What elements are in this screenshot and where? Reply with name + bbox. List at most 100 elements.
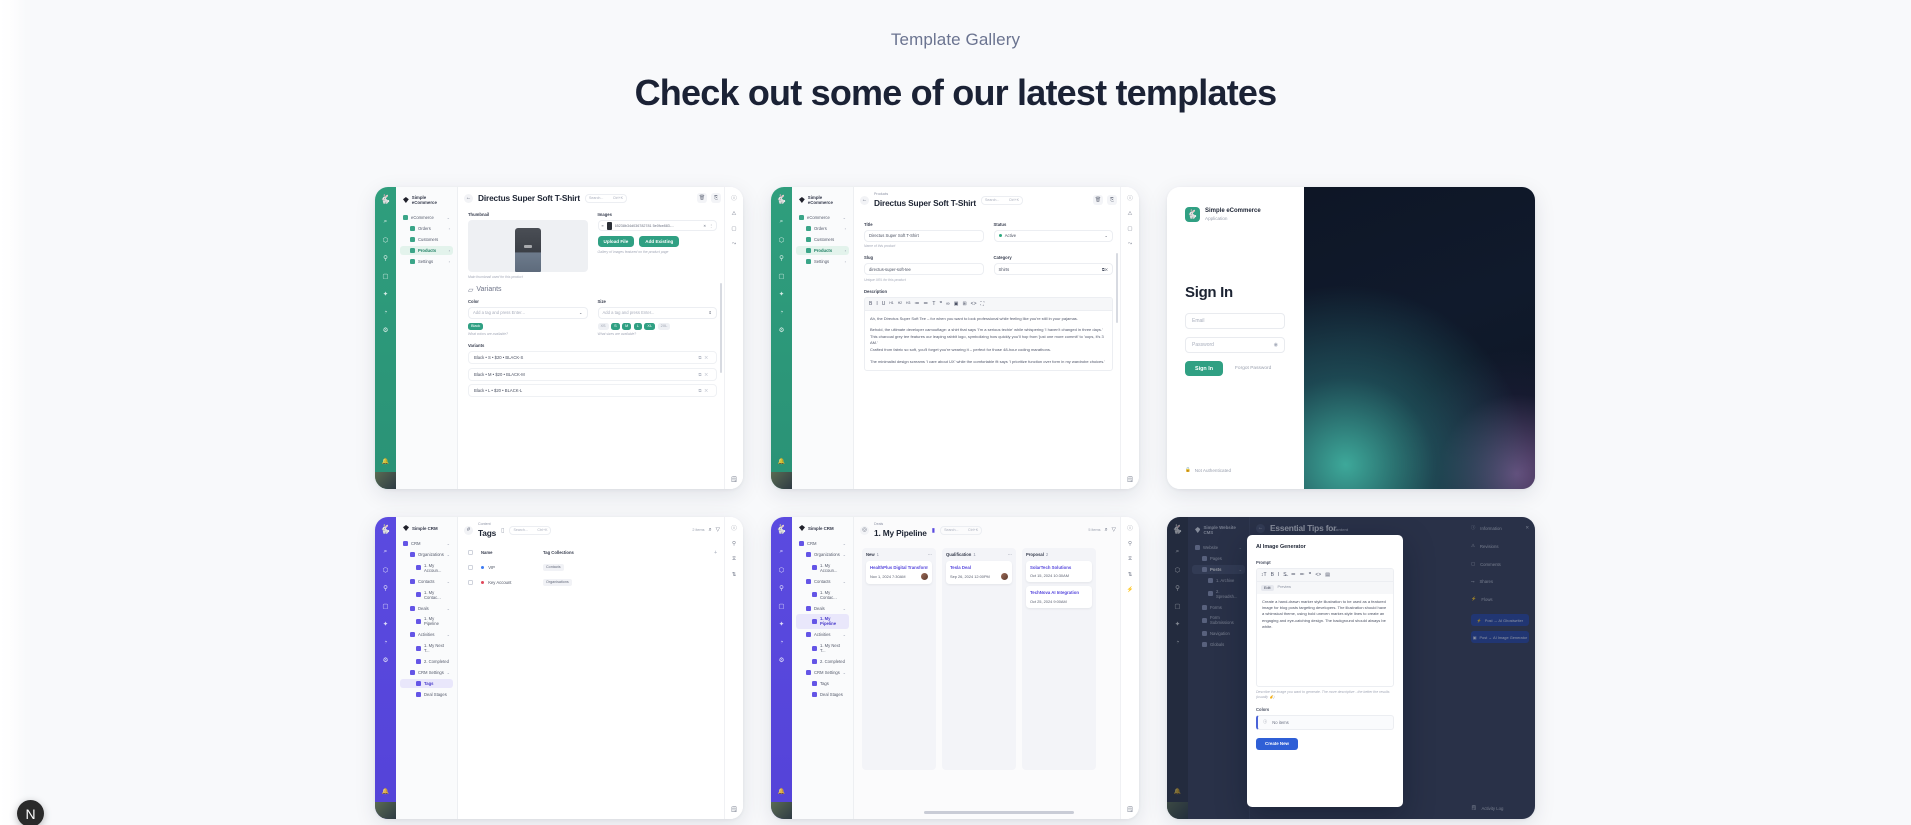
nav-item-deal-stages[interactable]: Deal Stages — [400, 690, 453, 699]
sort-icon[interactable]: ⇅ — [1127, 572, 1133, 578]
bullet-list-icon[interactable]: ≔ — [1290, 572, 1296, 578]
search-icon[interactable]: ⌕ — [779, 548, 784, 555]
clock-icon[interactable]: ◔ — [383, 638, 388, 646]
size-tag-2xl[interactable]: 2XL — [657, 322, 671, 330]
nav-item-website[interactable]: Website ⌄ — [1192, 543, 1245, 552]
nav-item-tags[interactable]: Tags — [400, 678, 453, 688]
colors-empty-state[interactable]: ⓘ No items — [1256, 714, 1394, 730]
sidebar-item-shares[interactable]: ⤳ Shares — [1471, 579, 1529, 584]
variant-row[interactable]: Black • M • $20 • BLACK-M ⧉✕ — [468, 367, 717, 381]
breadcrumb[interactable]: Products — [874, 192, 889, 196]
nav-item-crm-settings[interactable]: CRM Settings ⌄ — [796, 668, 849, 677]
flow-button-ghostwriter[interactable]: ⚡ Post → AI Ghostwriter — [1471, 614, 1529, 626]
nav-item-forms[interactable]: Forms — [1192, 602, 1245, 611]
users-icon[interactable]: ⚲ — [779, 585, 784, 592]
share-icon[interactable]: ⤳ — [1127, 241, 1133, 247]
file-icon[interactable]: ▢ — [1174, 603, 1181, 610]
users-icon[interactable]: ⚲ — [1175, 585, 1180, 592]
nav-item-activities[interactable]: Activities ⌄ — [400, 630, 453, 639]
color-tag-black[interactable]: Black — [468, 322, 484, 330]
fullscreen-icon[interactable]: ⛶ — [980, 300, 985, 307]
nav-item-my-accounts[interactable]: 1. My Accoun... — [400, 561, 453, 575]
category-actions-icon[interactable]: ⧉✕ — [1101, 266, 1108, 272]
expand-icon[interactable]: ⌄ — [578, 310, 583, 315]
nav-item-settings[interactable]: Settings › — [400, 257, 453, 266]
bookmark-icon[interactable]: ▮ — [931, 527, 936, 534]
description-editor[interactable]: B I U H1 H2 H3 ≔ ≕ T ❞ ∞ — [864, 296, 1113, 372]
revisions-icon[interactable]: ⚠ — [1127, 211, 1133, 217]
nav-item-completed[interactable]: 2. Completed — [400, 657, 453, 666]
forgot-password-link[interactable]: Forgot Password — [1235, 366, 1272, 371]
template-card-tags[interactable]: 🐇 ⌕ ⬡ ⚲ ▢ ✦ ◔ ⚙ 🔔 Simple CRM CRM — [375, 517, 743, 819]
file-icon[interactable]: ▢ — [382, 603, 389, 610]
size-tag-l[interactable]: L — [633, 322, 642, 330]
row-checkbox[interactable] — [468, 579, 473, 585]
nav-item-customers[interactable]: Customers — [400, 235, 453, 244]
more-icon[interactable]: ⋮ — [709, 223, 713, 228]
title-field[interactable]: Directus Super Soft T-Shirt — [864, 229, 984, 242]
bookmark-icon[interactable]: ⚲ — [1127, 541, 1133, 547]
activity-log-icon[interactable]: 🗒 — [730, 807, 738, 813]
size-tag-xl[interactable]: XL — [644, 322, 656, 330]
box-icon[interactable]: ⬡ — [1174, 567, 1181, 574]
horizontal-scrollbar[interactable] — [924, 811, 1074, 814]
template-card-product-media[interactable]: 🐇 ⌕ ⬡ ⚲ ▢ ✦ ◔ ⚙ 🔔 Simple eCommerce — [375, 187, 743, 489]
back-icon[interactable]: ← — [860, 195, 869, 205]
layout-icon[interactable]: ⧖ — [732, 556, 736, 562]
hash-icon[interactable]: # — [464, 525, 473, 535]
save-copy-icon[interactable]: ⎘ — [1107, 195, 1117, 206]
table-icon[interactable]: ⊞ — [962, 300, 967, 307]
gear-icon[interactable]: ⚙ — [778, 657, 785, 664]
eye-icon[interactable]: ◉ — [1273, 342, 1278, 348]
sidebar-item-revisions[interactable]: ⚠ Revisions — [1471, 543, 1529, 549]
password-field[interactable]: Password ◉ — [1185, 337, 1285, 353]
chevron-down-icon[interactable]: ⌄ — [1104, 233, 1108, 239]
nav-item-customers[interactable]: Customers — [796, 235, 849, 244]
heading1-icon[interactable]: H1 — [889, 300, 894, 305]
nav-item-organizations[interactable]: Organizations ⌄ — [796, 550, 849, 559]
file-icon[interactable]: ▢ — [778, 603, 785, 610]
users-icon[interactable]: ⚲ — [779, 255, 784, 262]
info-icon[interactable]: ⓘ — [1127, 526, 1133, 532]
comments-icon[interactable]: ▢ — [731, 226, 737, 232]
sort-icon[interactable]: ⇅ — [731, 572, 737, 578]
bold-icon[interactable]: B — [1270, 572, 1274, 578]
variant-actions-icon[interactable]: ⧉✕ — [698, 388, 711, 393]
magic-icon[interactable]: ✦ — [382, 291, 389, 298]
bell-icon[interactable]: 🔔 — [381, 458, 390, 465]
search-icon[interactable]: ⌕ — [1175, 548, 1180, 555]
thumbnail-image[interactable] — [468, 220, 588, 272]
bookmark-icon[interactable]: ▯ — [501, 527, 505, 534]
box-icon[interactable]: ⬡ — [778, 237, 785, 244]
bell-icon[interactable]: 🔔 — [777, 458, 786, 465]
search-input[interactable]: Search... Ctrl+K — [509, 525, 552, 535]
comments-icon[interactable]: ▢ — [1127, 226, 1133, 232]
italic-icon[interactable]: I — [1277, 572, 1280, 578]
nav-item-my-contacts[interactable]: 1. My Contac... — [796, 588, 849, 602]
image-icon[interactable]: ▣ — [953, 300, 959, 307]
nav-item-my-contacts[interactable]: 1. My Contac... — [400, 588, 453, 602]
bell-icon[interactable]: 🔔 — [777, 788, 786, 795]
strikethrough-icon[interactable]: S̶ — [1283, 572, 1287, 578]
avatar[interactable] — [921, 573, 928, 581]
nav-item-completed[interactable]: 2. Completed — [796, 657, 849, 666]
info-icon[interactable]: ⓘ — [1127, 196, 1133, 202]
nav-item-pages[interactable]: Pages — [1192, 554, 1245, 563]
clock-icon[interactable]: ◔ — [779, 638, 784, 646]
back-icon[interactable]: ← — [464, 193, 473, 203]
heading2-icon[interactable]: H2 — [897, 300, 903, 305]
box-icon[interactable]: ⬡ — [382, 567, 389, 574]
variant-actions-icon[interactable]: ⧉✕ — [698, 355, 711, 360]
nav-item-archive[interactable]: 1. Archive — [1192, 576, 1245, 585]
nav-item-contacts[interactable]: Contacts ⌄ — [400, 577, 453, 586]
font-size-icon[interactable]: ↕T — [1261, 572, 1267, 578]
add-existing-button[interactable]: Add Existing — [639, 236, 680, 247]
expand-icon[interactable]: ⇕ — [708, 310, 712, 315]
table-icon[interactable]: ▤ — [1325, 572, 1330, 578]
bell-icon[interactable]: 🔔 — [381, 788, 390, 795]
info-icon[interactable]: ⓘ — [731, 526, 737, 532]
size-tag-s[interactable]: S — [611, 322, 620, 330]
share-icon[interactable]: ⤳ — [731, 241, 737, 247]
info-icon[interactable]: ⓘ — [731, 196, 737, 202]
bell-icon[interactable]: 🔔 — [1173, 788, 1182, 795]
